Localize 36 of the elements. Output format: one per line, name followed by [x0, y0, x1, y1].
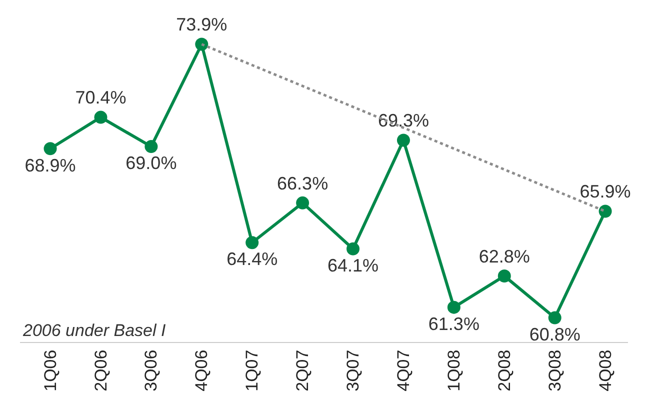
point: [246, 236, 259, 250]
x-tick-label: 3Q06: [142, 350, 161, 392]
x-tick-label: 1Q08: [444, 350, 464, 392]
point: [94, 110, 108, 124]
x-tick-label: 3Q08: [545, 350, 564, 392]
data-label: 61.3%: [428, 314, 480, 334]
point: [44, 142, 57, 156]
x-tick-label: 2Q08: [494, 350, 514, 392]
data-label: 64.4%: [226, 249, 278, 270]
data-label: 69.0%: [126, 153, 177, 174]
x-tick-label: 2Q06: [91, 350, 110, 392]
x-tick-label: 1Q07: [242, 350, 262, 392]
data-label: 62.8%: [478, 246, 530, 266]
data-label: 60.8%: [529, 324, 580, 344]
data-label: 73.9%: [176, 14, 228, 35]
point: [195, 38, 208, 51]
x-tick-label: 2Q07: [293, 350, 312, 392]
data-label: 68.9%: [24, 155, 76, 176]
x-tick-label: 1Q06: [40, 350, 60, 392]
x-tick-label: 4Q08: [596, 350, 615, 392]
text: 2006 under Basel I: [22, 321, 166, 340]
point: [144, 140, 158, 154]
data-label: 66.3%: [277, 173, 328, 194]
point: [598, 204, 612, 218]
data-label: 65.9%: [580, 182, 631, 202]
point: [498, 270, 511, 283]
point: [447, 300, 460, 314]
point: [296, 196, 310, 210]
point: [548, 311, 562, 324]
data-label: 70.4%: [75, 88, 126, 108]
x-tick-label: 3Q07: [344, 350, 363, 392]
point: [396, 134, 410, 147]
x-tick-label: 4Q07: [394, 350, 413, 392]
data-label: 64.1%: [327, 255, 379, 276]
x-tick-label: 4Q06: [192, 350, 212, 392]
point: [346, 242, 360, 256]
